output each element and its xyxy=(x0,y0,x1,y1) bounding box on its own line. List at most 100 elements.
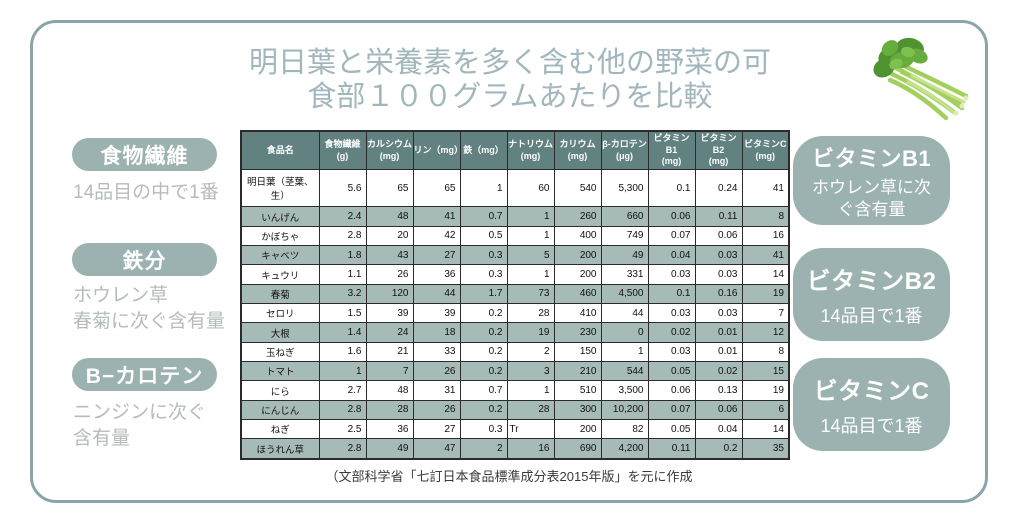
food-name-cell: にら xyxy=(240,380,320,401)
food-name-cell: ねぎ xyxy=(240,419,320,440)
table-row: ほうれん草 2.8 49 47 2 16 690 4,200 0.11 0.2 35 xyxy=(240,438,790,460)
table-row: キャベツ 1.8 43 27 0.3 5 200 49 0.04 0.03 41 xyxy=(240,245,790,266)
value-cell: 460 xyxy=(553,283,602,305)
table-row: 春菊 3.2 120 44 1.7 73 460 4,500 0.1 0.16 19 xyxy=(240,283,790,305)
value-cell: 150 xyxy=(553,341,602,363)
highlight-card-vitamin-b1-note: ホウレン草に次 ぐ含有量 xyxy=(812,178,931,219)
value-cell: Tr xyxy=(506,419,555,440)
value-cell: 44 xyxy=(600,303,649,324)
value-cell: 0.13 xyxy=(694,380,743,401)
value-cell: 0.3 xyxy=(459,264,508,285)
value-cell: 2.8 xyxy=(318,225,367,247)
value-cell: 0.2 xyxy=(459,303,508,324)
value-cell: 0.05 xyxy=(647,361,696,382)
value-cell: 28 xyxy=(506,399,555,421)
column-header: 食品名 xyxy=(240,130,320,171)
value-cell: 1 xyxy=(506,206,555,227)
food-name-cell: かぼちゃ xyxy=(240,225,320,247)
value-cell: 41 xyxy=(741,169,790,208)
table-row: 玉ねぎ 1.6 21 33 0.2 2 150 1 0.03 0.01 8 xyxy=(240,341,790,363)
value-cell: 26 xyxy=(365,264,414,285)
value-cell: 41 xyxy=(412,206,461,227)
highlight-card-vitamin-b1-title: ビタミンB1 xyxy=(811,146,932,172)
value-cell: 540 xyxy=(553,169,602,208)
highlight-card-vitamin-b2-title: ビタミンB2 xyxy=(806,268,937,296)
value-cell: 200 xyxy=(553,245,602,266)
value-cell: 120 xyxy=(365,283,414,305)
food-name-cell: トマト xyxy=(240,361,320,382)
value-cell: 2.5 xyxy=(318,419,367,440)
value-cell: 47 xyxy=(412,438,461,460)
food-name-cell: 春菊 xyxy=(240,283,320,305)
column-header: 食物繊維 (g) xyxy=(318,130,367,171)
value-cell: 1 xyxy=(506,380,555,401)
value-cell: 400 xyxy=(553,225,602,247)
value-cell: 210 xyxy=(553,361,602,382)
value-cell: 0.01 xyxy=(694,341,743,363)
table-row: キュウリ 1.1 26 36 0.3 1 200 331 0.03 0.03 14 xyxy=(240,264,790,285)
value-cell: 3.2 xyxy=(318,283,367,305)
value-cell: 2.8 xyxy=(318,438,367,460)
value-cell: 18 xyxy=(412,322,461,343)
value-cell: 0.03 xyxy=(694,245,743,266)
value-cell: 0.2 xyxy=(694,438,743,460)
table-row: トマト 1 7 26 0.2 3 210 544 0.05 0.02 15 xyxy=(240,361,790,382)
value-cell: 0.04 xyxy=(694,419,743,440)
value-cell: 28 xyxy=(365,399,414,421)
value-cell: 0.16 xyxy=(694,283,743,305)
value-cell: 1 xyxy=(506,225,555,247)
food-name-cell: キュウリ xyxy=(240,264,320,285)
value-cell: 0.03 xyxy=(694,303,743,324)
column-header: ビタミンB2 (mg) xyxy=(694,130,743,171)
value-cell: 1.1 xyxy=(318,264,367,285)
value-cell: 26 xyxy=(412,361,461,382)
value-cell: 0.02 xyxy=(647,322,696,343)
value-cell: 7 xyxy=(365,361,414,382)
value-cell: 2.4 xyxy=(318,206,367,227)
value-cell: 26 xyxy=(412,399,461,421)
value-cell: 0.05 xyxy=(647,419,696,440)
value-cell: 48 xyxy=(365,206,414,227)
value-cell: 14 xyxy=(741,419,790,440)
highlight-pill-fiber: 食物繊維 xyxy=(72,138,217,171)
source-attribution: （文部科学省「七訂日本食品標準成分表2015年版」を元に作成 xyxy=(325,469,693,484)
value-cell: 0.03 xyxy=(647,264,696,285)
value-cell: 60 xyxy=(506,169,555,208)
value-cell: 24 xyxy=(365,322,414,343)
value-cell: 690 xyxy=(553,438,602,460)
nutrition-table-head-row: 食品名 食物繊維 (g) カルシウム (mg) リン（mg） 鉄（mg） ナトリウム (m… xyxy=(240,130,790,171)
value-cell: 44 xyxy=(412,283,461,305)
highlight-pill-beta-carotene-label: B−カロテン xyxy=(85,364,204,388)
value-cell: 15 xyxy=(741,361,790,382)
value-cell: 0.06 xyxy=(694,225,743,247)
value-cell: 0.5 xyxy=(459,225,508,247)
value-cell: 0.7 xyxy=(459,380,508,401)
value-cell: 0 xyxy=(600,322,649,343)
value-cell: 0.7 xyxy=(459,206,508,227)
value-cell: 1 xyxy=(318,361,367,382)
highlight-note-fiber: 14品目の中で1番 xyxy=(73,182,219,203)
value-cell: 27 xyxy=(412,245,461,266)
highlight-pill-iron-label: 鉄分 xyxy=(122,249,167,273)
value-cell: 6 xyxy=(741,399,790,421)
value-cell: 1.4 xyxy=(318,322,367,343)
value-cell: 41 xyxy=(741,245,790,266)
value-cell: 5 xyxy=(506,245,555,266)
value-cell: 230 xyxy=(553,322,602,343)
value-cell: 660 xyxy=(600,206,649,227)
value-cell: 0.1 xyxy=(647,283,696,305)
value-cell: 82 xyxy=(600,419,649,440)
value-cell: 1.8 xyxy=(318,245,367,266)
value-cell: 260 xyxy=(553,206,602,227)
value-cell: 5.6 xyxy=(318,169,367,208)
highlight-card-vitamin-c: ビタミンC 14品目で1番 xyxy=(793,358,950,451)
nutrition-table: 食品名 食物繊維 (g) カルシウム (mg) リン（mg） 鉄（mg） ナトリウム (m… xyxy=(240,130,790,460)
table-row: ねぎ 2.5 36 27 0.3 Tr 200 82 0.05 0.04 14 xyxy=(240,419,790,440)
value-cell: 0.01 xyxy=(694,322,743,343)
value-cell: 65 xyxy=(412,169,461,208)
value-cell: 3,500 xyxy=(600,380,649,401)
highlight-note-beta-carotene: ニンジンに次ぐ 含有量 xyxy=(73,402,207,449)
value-cell: 7 xyxy=(741,303,790,324)
value-cell: 33 xyxy=(412,341,461,363)
value-cell: 14 xyxy=(741,264,790,285)
